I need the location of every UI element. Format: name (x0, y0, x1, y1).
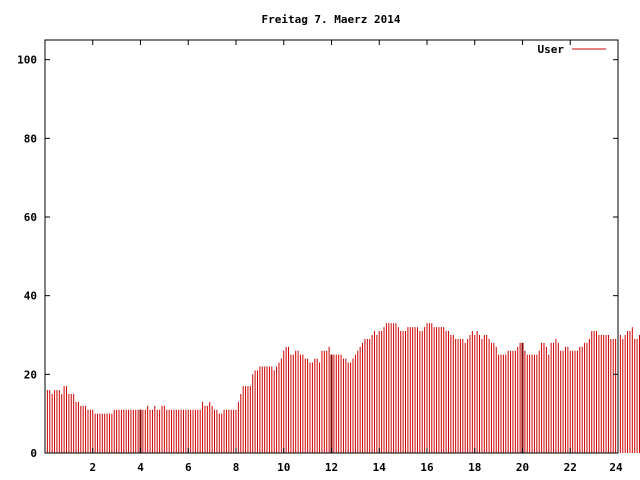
y-axis: 0 20 40 60 80 100 (17, 54, 618, 460)
data-bars (44, 323, 640, 453)
y-tick-label: 40 (24, 290, 37, 303)
x-axis: 2 4 6 8 10 12 14 16 18 20 22 24 (89, 40, 623, 474)
x-tick-label: 10 (277, 461, 290, 474)
chart-title: Freitag 7. Maerz 2014 (261, 13, 400, 26)
x-tick-label: 24 (609, 461, 623, 474)
x-tick-label: 16 (420, 461, 434, 474)
x-tick-label: 22 (564, 461, 577, 474)
y-tick-label: 60 (24, 211, 37, 224)
spike-bars (139, 342, 524, 453)
x-tick-label: 4 (137, 461, 144, 474)
x-tick-label: 6 (185, 461, 192, 474)
x-tick-label: 18 (468, 461, 481, 474)
x-tick-label: 2 (89, 461, 96, 474)
y-tick-label: 100 (17, 54, 37, 67)
legend-label-user: User (538, 43, 565, 56)
x-tick-label: 14 (373, 461, 387, 474)
x-tick-label: 20 (516, 461, 529, 474)
legend: User (538, 43, 606, 56)
y-tick-label: 80 (24, 132, 37, 145)
x-tick-label: 12 (325, 461, 338, 474)
y-tick-label: 0 (30, 447, 37, 460)
x-tick-label: 8 (233, 461, 240, 474)
y-tick-label: 20 (24, 368, 37, 381)
